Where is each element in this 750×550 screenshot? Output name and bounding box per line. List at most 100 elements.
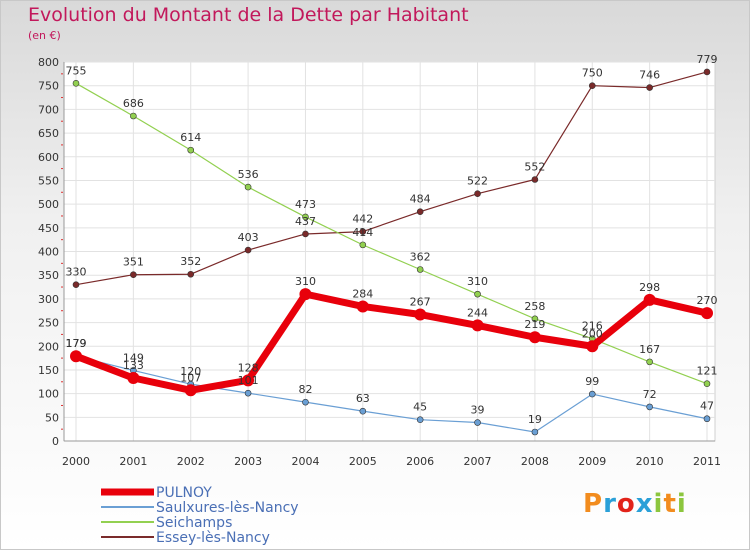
logo-letter: x bbox=[635, 489, 654, 519]
logo-letter: i bbox=[653, 489, 664, 519]
data-label: 267 bbox=[410, 296, 431, 309]
data-label: 437 bbox=[295, 215, 316, 228]
data-point bbox=[359, 241, 367, 249]
data-label: 746 bbox=[639, 69, 660, 82]
logo-letter: P bbox=[583, 489, 604, 519]
x-tick-label: 2001 bbox=[119, 455, 147, 468]
data-point bbox=[187, 270, 195, 278]
data-label: 179 bbox=[66, 337, 87, 350]
y-tick-label: 800 bbox=[38, 56, 59, 69]
series-line bbox=[75, 71, 708, 286]
data-point bbox=[588, 390, 596, 398]
data-label: 755 bbox=[66, 64, 87, 77]
y-tick-label: 50 bbox=[45, 411, 59, 424]
y-tick-label: 650 bbox=[38, 127, 59, 140]
data-point bbox=[70, 350, 82, 363]
data-label: 352 bbox=[180, 255, 201, 268]
logo-letter: i bbox=[676, 489, 687, 519]
data-label: 149 bbox=[123, 351, 144, 364]
y-tick-label: 150 bbox=[38, 364, 59, 377]
y-tick-label: 100 bbox=[38, 388, 59, 401]
data-point bbox=[703, 380, 711, 387]
legend-label: Saulxures-lès-Nancy bbox=[156, 500, 299, 516]
data-label: 99 bbox=[585, 375, 599, 388]
y-tick-label: 250 bbox=[38, 317, 59, 330]
y-tick-label: 550 bbox=[38, 174, 59, 187]
x-tick-label: 2006 bbox=[406, 455, 434, 468]
y-tick-label: 200 bbox=[38, 340, 59, 353]
data-point bbox=[474, 419, 481, 426]
data-point bbox=[359, 407, 367, 415]
data-label: 219 bbox=[524, 318, 545, 331]
x-tick-label: 2011 bbox=[693, 455, 721, 468]
data-label: 216 bbox=[582, 320, 603, 333]
data-point bbox=[416, 266, 424, 273]
x-tick-label: 2010 bbox=[636, 455, 664, 468]
logo-letter: o bbox=[616, 489, 636, 519]
data-label: 19 bbox=[528, 413, 542, 426]
data-label: 244 bbox=[467, 306, 488, 319]
y-tick-label: 750 bbox=[38, 80, 59, 93]
data-label: 442 bbox=[352, 213, 373, 226]
data-label: 298 bbox=[639, 281, 660, 294]
data-label: 63 bbox=[356, 392, 370, 405]
y-tick-label: 300 bbox=[38, 293, 59, 306]
data-point bbox=[359, 228, 367, 235]
y-tick-label: 700 bbox=[38, 103, 59, 116]
data-point bbox=[646, 84, 653, 91]
data-point bbox=[588, 82, 596, 89]
data-point bbox=[531, 176, 539, 183]
data-label: 82 bbox=[298, 383, 312, 396]
data-point bbox=[299, 288, 312, 301]
data-label: 536 bbox=[238, 168, 259, 181]
data-label: 614 bbox=[180, 131, 201, 144]
data-point bbox=[244, 246, 252, 254]
data-point bbox=[646, 403, 653, 411]
y-tick-label: 350 bbox=[38, 269, 59, 282]
data-label: 39 bbox=[471, 404, 485, 417]
data-point bbox=[531, 315, 539, 323]
data-point bbox=[302, 213, 309, 221]
data-point bbox=[244, 183, 252, 191]
data-label: 330 bbox=[66, 266, 87, 279]
data-label: 45 bbox=[413, 401, 427, 414]
data-label: 750 bbox=[582, 67, 603, 80]
data-point bbox=[130, 271, 137, 279]
y-tick-label: 450 bbox=[38, 222, 59, 235]
data-label: 284 bbox=[352, 287, 373, 300]
data-point bbox=[703, 68, 711, 76]
data-label: 779 bbox=[697, 53, 718, 66]
data-point bbox=[244, 389, 252, 397]
x-tick-label: 2009 bbox=[578, 455, 606, 468]
data-point bbox=[127, 371, 140, 384]
series-line bbox=[75, 355, 708, 433]
data-label: 179 bbox=[66, 337, 87, 350]
data-point bbox=[471, 319, 484, 332]
logo-letter: r bbox=[603, 489, 617, 519]
data-label: 484 bbox=[410, 193, 431, 206]
data-label: 72 bbox=[643, 388, 657, 401]
data-point bbox=[646, 358, 653, 366]
x-tick-label: 2003 bbox=[234, 455, 262, 468]
data-point bbox=[531, 428, 539, 436]
data-label: 47 bbox=[700, 400, 714, 413]
y-tick-label: 500 bbox=[38, 198, 59, 211]
data-point bbox=[302, 230, 309, 238]
data-label: 362 bbox=[410, 251, 431, 264]
series-line bbox=[74, 290, 708, 394]
data-point bbox=[414, 308, 427, 321]
legend-label: Seichamps bbox=[156, 515, 232, 531]
y-tick-label: 400 bbox=[38, 246, 59, 259]
data-label: 414 bbox=[352, 226, 373, 239]
logo-letter: t bbox=[663, 489, 677, 519]
x-tick-label: 2000 bbox=[62, 455, 90, 468]
data-point bbox=[416, 416, 424, 423]
data-point bbox=[302, 398, 309, 406]
data-point bbox=[416, 208, 424, 216]
data-point bbox=[242, 374, 255, 387]
data-label: 133 bbox=[123, 359, 144, 372]
data-label: 101 bbox=[238, 374, 259, 387]
data-label: 200 bbox=[582, 327, 603, 340]
